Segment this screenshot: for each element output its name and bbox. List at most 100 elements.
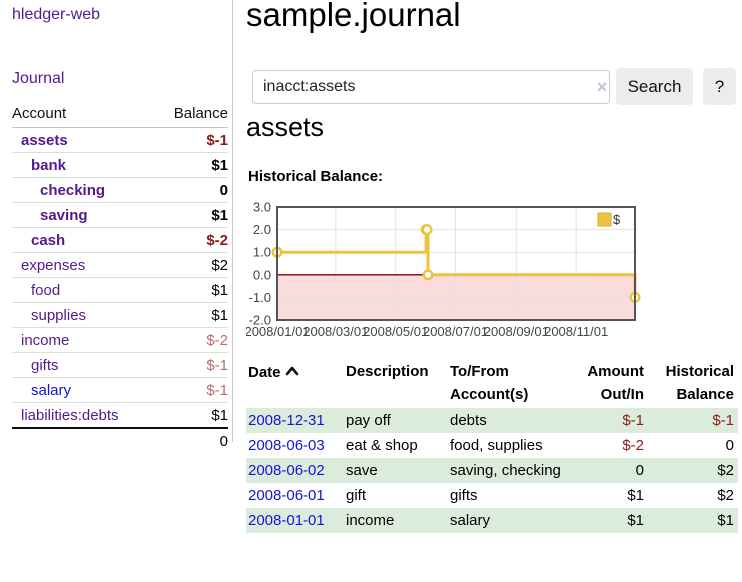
historical-balance-chart: $3.0 2.0 1.0 0.0 -1.0 -2.0 2008/01/01 2008/03/0…: [244, 200, 646, 348]
account-row: saving $1: [12, 202, 228, 228]
accounts-total-row: 0: [12, 427, 228, 453]
transaction-balance: $2: [717, 487, 734, 504]
transaction-balance: $-1: [712, 412, 734, 429]
description-column-header: Description: [346, 363, 429, 380]
account-column-header: Account: [12, 100, 156, 128]
transaction-description: income: [346, 512, 395, 529]
x-tick-label: 2008/01/01: [246, 324, 310, 339]
date-link[interactable]: 2008-12-31: [248, 412, 325, 429]
transaction-balance: 0: [725, 437, 734, 454]
account-link-expenses[interactable]: expenses: [21, 256, 86, 274]
transaction-row: 2008-06-03 eat & shop food, supplies $-2…: [246, 433, 738, 458]
account-balance: 0: [155, 177, 228, 203]
chart-canvas: $3.0 2.0 1.0 0.0 -1.0 -2.02008/01/012008/03/0…: [244, 200, 641, 339]
account-row: expenses $2: [12, 252, 228, 278]
clear-search-icon[interactable]: ×: [596, 77, 608, 97]
transaction-amount: $-1: [622, 412, 644, 429]
transaction-description: pay off: [346, 412, 391, 429]
account-row: income $-2: [12, 327, 228, 353]
transaction-row: 2008-01-01 income salary $1 $1: [246, 508, 738, 533]
y-tick-label: 1.0: [253, 245, 271, 260]
account-row: salary $-1: [12, 377, 228, 403]
account-balance: $-2: [155, 227, 228, 253]
date-link[interactable]: 2008-06-03: [248, 437, 325, 454]
account-balance: $1: [155, 202, 228, 228]
account-link-food[interactable]: food: [31, 281, 61, 299]
account-balance: $1: [155, 152, 228, 178]
app-title-link[interactable]: hledger-web: [12, 6, 101, 23]
transaction-accounts: gifts: [450, 487, 478, 504]
date-link[interactable]: 2008-01-01: [248, 512, 325, 529]
account-row: supplies $1: [12, 302, 228, 328]
account-balance: $1: [155, 302, 228, 328]
account-link-gifts[interactable]: gifts: [31, 356, 59, 374]
sidebar-item-journal[interactable]: Journal: [12, 70, 65, 87]
page-title: sample.journal: [246, 0, 461, 33]
date-column-header[interactable]: Date: [246, 360, 344, 408]
date-header-label: Date: [248, 364, 281, 381]
y-tick-label: 3.0: [253, 200, 271, 215]
account-link-supplies[interactable]: supplies: [31, 306, 87, 324]
account-link-liabilities-debts[interactable]: liabilities:debts: [21, 406, 119, 424]
account-balance: $-1: [155, 127, 228, 153]
account-heading: assets: [246, 112, 325, 142]
date-link[interactable]: 2008-06-02: [248, 462, 325, 479]
data-point-marker: [421, 224, 433, 236]
chart-title: Historical Balance:: [248, 168, 384, 185]
transaction-row: 2008-06-01 gift gifts $1 $2: [246, 483, 738, 508]
account-balance: $1: [155, 277, 228, 303]
search-button[interactable]: Search: [616, 68, 693, 105]
account-row: liabilities:debts $1: [12, 402, 228, 429]
transaction-amount: $-2: [622, 437, 644, 454]
account-row: food $1: [12, 277, 228, 303]
x-tick-label: 2008/05/01: [363, 324, 428, 339]
transaction-row: 2008-12-31 pay off debts $-1 $-1: [246, 408, 738, 433]
transaction-row: 2008-06-02 save saving, checking 0 $2: [246, 458, 738, 483]
accounts-total-value: 0: [155, 427, 228, 453]
x-tick-label: 2008/07/01: [423, 324, 488, 339]
balance-column-header: Historical Balance: [665, 363, 734, 403]
account-link-assets[interactable]: assets: [21, 131, 68, 149]
account-link-cash[interactable]: cash: [31, 231, 66, 249]
account-balance: $1: [155, 402, 228, 429]
account-link-salary[interactable]: salary: [31, 381, 72, 399]
transaction-amount: 0: [635, 462, 644, 479]
account-balance: $-1: [155, 377, 228, 403]
date-link[interactable]: 2008-06-01: [248, 487, 325, 504]
account-row: assets $-1: [12, 127, 228, 153]
account-row: cash $-2: [12, 227, 228, 253]
account-row: bank $1: [12, 152, 228, 178]
transaction-description: eat & shop: [346, 437, 418, 454]
y-tick-label: 2.0: [253, 222, 271, 237]
x-tick-label: 2008/03/01: [303, 324, 368, 339]
account-balance: $-1: [155, 352, 228, 378]
y-tick-label: -1.0: [249, 290, 271, 305]
transaction-amount: $1: [627, 487, 644, 504]
amount-column-header: Amount Out/In: [587, 363, 644, 403]
account-link-bank[interactable]: bank: [31, 156, 67, 174]
transaction-accounts: saving, checking: [450, 462, 561, 479]
account-link-checking[interactable]: checking: [40, 181, 106, 199]
plot-border: [276, 206, 636, 321]
transaction-balance: $2: [717, 462, 734, 479]
transaction-accounts: food, supplies: [450, 437, 543, 454]
x-tick-label: 2008/11/01: [544, 324, 608, 339]
transaction-balance: $1: [717, 512, 734, 529]
sort-ascending-icon: [285, 360, 299, 383]
account-row: checking 0: [12, 177, 228, 203]
register-header-row: Date Description To/From Account(s) Amou…: [246, 360, 738, 408]
transaction-description: save: [346, 462, 378, 479]
account-link-income[interactable]: income: [21, 331, 70, 349]
account-balance: $-2: [155, 327, 228, 353]
accounts-column-header: To/From Account(s): [450, 363, 529, 403]
account-link-saving[interactable]: saving: [40, 206, 88, 224]
legend-label: $: [613, 212, 621, 227]
search-input[interactable]: [252, 70, 610, 104]
sidebar: hledger-web Journal Account Balance asse…: [0, 0, 233, 453]
help-button[interactable]: ?: [703, 68, 736, 105]
transaction-amount: $1: [627, 512, 644, 529]
account-tree-table: Account Balance assets $-1 bank $1 check…: [12, 100, 228, 453]
transaction-description: gift: [346, 487, 367, 504]
y-tick-label: 0.0: [253, 267, 271, 282]
transaction-accounts: salary: [450, 512, 491, 529]
